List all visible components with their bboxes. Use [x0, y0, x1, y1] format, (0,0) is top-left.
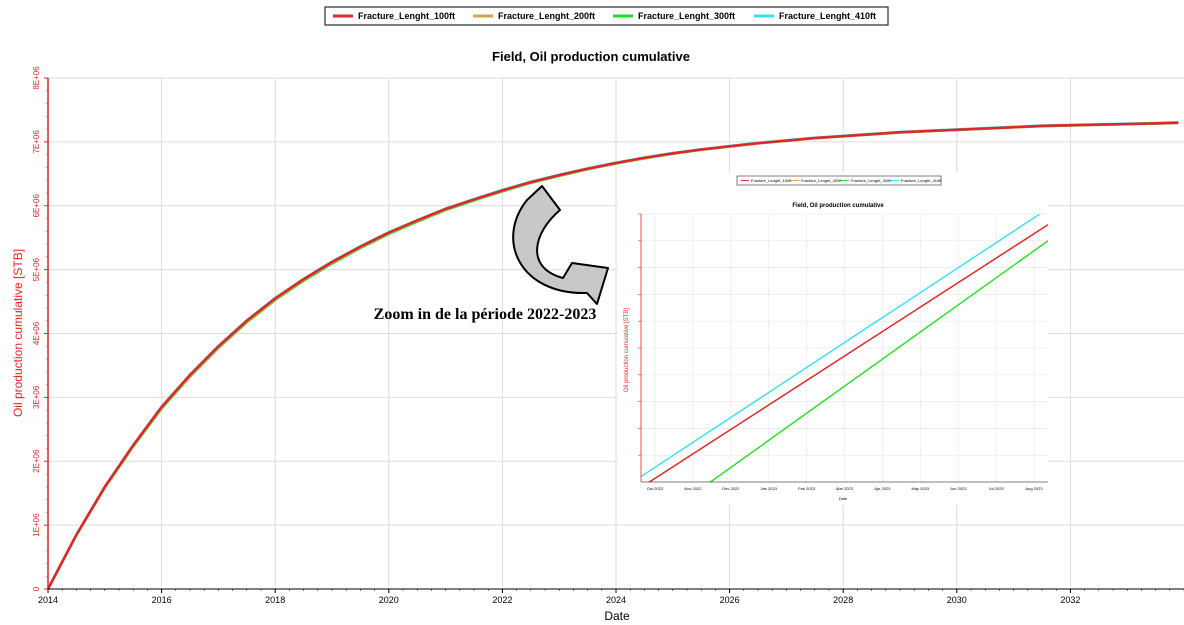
x-tick-label: 2018	[265, 595, 285, 605]
x-axis-label: Date	[604, 609, 630, 623]
inset-legend-entry: Fracture_Lenght_200ft	[801, 178, 842, 183]
y-tick-label: 5E+06	[32, 257, 41, 281]
y-axis-label: Oil production cumulative [STB]	[11, 249, 25, 417]
curved-arrow-icon	[512, 185, 609, 305]
inset-x-tick-label: Dec 2022	[722, 486, 740, 491]
chart-title: Field, Oil production cumulative	[492, 49, 690, 64]
inset-legend-entry: Fracture_Lenght_300ft	[851, 178, 892, 183]
y-tick-label: 6E+06	[32, 194, 41, 218]
y-tick-label: 8E+06	[32, 66, 41, 90]
axes: 2014 2016 2018 2020 2022 2024 2026 2028 2030 2032…	[32, 66, 1184, 605]
inset-x-tick-label: May 2023	[912, 486, 930, 491]
series-lines	[46, 121, 1179, 590]
legend-entry: Fracture_Lenght_300ft	[638, 11, 735, 21]
inset-x-tick-label: Feb 2023	[798, 486, 816, 491]
inset-x-tick-label: Apr 2023	[874, 486, 891, 491]
y-tick-label: 4E+06	[32, 321, 41, 345]
inset-title: Field, Oil production cumulative	[792, 203, 884, 209]
x-tick-label: 2030	[947, 595, 967, 605]
inset-y-axis-label: Oil production cumulative [STB]	[624, 308, 630, 392]
x-tick-label: 2022	[492, 595, 512, 605]
legend-box	[324, 6, 889, 26]
inset-x-tick-label: Jul 2023	[989, 486, 1005, 491]
inset-background	[618, 172, 1048, 505]
inset-x-tick-label: Aug 2023	[1025, 486, 1043, 491]
y-tick-label: 7E+06	[32, 130, 41, 154]
x-tick-label: 2028	[833, 595, 853, 605]
x-tick-label: 2020	[379, 595, 399, 605]
inset-legend-entry: Fracture_Lenght_410ft	[901, 178, 942, 183]
inset-series-line	[709, 240, 1048, 482]
x-tick-label: 2024	[606, 595, 626, 605]
inset-series-line	[641, 214, 1042, 478]
legend-entry: Fracture_Lenght_200ft	[498, 11, 595, 21]
inset-x-tick-label: Jan 2023	[760, 486, 777, 491]
inset-series-line	[648, 224, 1048, 482]
y-tick-label: 3E+06	[32, 385, 41, 409]
inset-x-tick-label: Jun 2023	[950, 486, 967, 491]
inset-x-axis-label: Date	[839, 496, 848, 501]
y-tick-label: 2E+06	[32, 449, 41, 473]
inset-legend-box	[736, 175, 942, 186]
legend-entry: Fracture_Lenght_410ft	[779, 11, 876, 21]
legend-entry: Fracture_Lenght_100ft	[358, 11, 455, 21]
x-tick-label: 2026	[720, 595, 740, 605]
x-tick-label: 2014	[38, 595, 58, 605]
inset-zoom-chart: Fracture_Lenght_100ft Fracture_Lenght_200…	[618, 172, 1048, 505]
x-tick-label: 2032	[1060, 595, 1080, 605]
y-tick-label: 0	[32, 586, 41, 591]
y-tick-label: 1E+06	[32, 513, 41, 537]
inset-x-tick-label: Oct 2022	[647, 486, 664, 491]
series-line	[46, 121, 1179, 590]
x-tick-label: 2016	[152, 595, 172, 605]
inset-x-tick-label: Nov 2022	[684, 486, 702, 491]
inset-legend-entry: Fracture_Lenght_100ft	[751, 178, 792, 183]
inset-x-tick-label: Mar 2023	[836, 486, 854, 491]
zoom-annotation: Zoom in de la période 2022-2023	[374, 306, 597, 323]
legend: Fracture_Lenght_100ft Fracture_Lenght_200…	[324, 6, 889, 26]
